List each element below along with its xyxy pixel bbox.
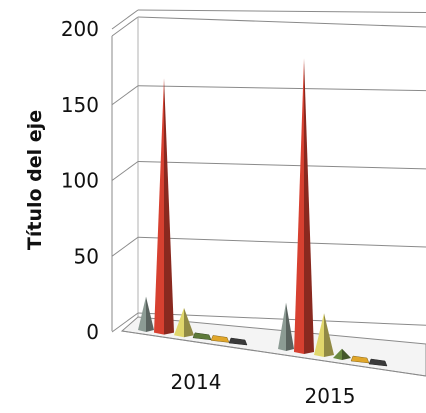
cone-2015-s5 (368, 358, 388, 367)
cone-2015-s0-left (278, 302, 286, 351)
y-tick-label: 0 (86, 320, 99, 344)
y-tick-labels: 0 50 100 150 200 (61, 17, 99, 344)
cone-2015-s4 (350, 355, 370, 364)
cone-2014-s5 (228, 337, 248, 346)
cone-2014-s3 (192, 332, 212, 341)
cone-2014-s1-right (164, 78, 174, 335)
x-tick-labels: 2014 2015 (171, 370, 356, 408)
gridline (137, 161, 426, 170)
x-tick-label: 2014 (171, 370, 222, 394)
cone-2014-s0-right (146, 296, 154, 332)
gridline-side (111, 236, 139, 257)
cone-2014-s0-left (138, 296, 146, 332)
y-tick-label: 150 (61, 93, 99, 117)
cone-2014-s2-right (184, 307, 194, 338)
floor-front-edge (121, 330, 426, 377)
cone-2015-s3-right (342, 348, 351, 360)
gridline-side (111, 9, 139, 30)
x-tick-label: 2015 (305, 384, 356, 408)
cone-2015-s1-left (294, 58, 304, 354)
cone-2015-s2-right (324, 313, 334, 357)
chart-floor (120, 316, 426, 377)
gridline (137, 9, 426, 13)
cone-2015-s1-right (304, 58, 314, 354)
cone-marks (138, 58, 388, 367)
gridline (137, 236, 426, 248)
cone-2014-s1-left (154, 78, 164, 335)
gridline-side (111, 161, 139, 181)
gridline-side (111, 85, 139, 106)
y-axis-title: Título del eje (24, 110, 46, 250)
y-tick-label: 100 (61, 169, 99, 193)
top-back-edge (137, 16, 426, 28)
cone-2015-s2-left (314, 313, 324, 357)
cone-2014-s2-left (174, 307, 184, 338)
chart-frame (111, 16, 426, 331)
gridline-side (111, 312, 139, 333)
cone-2014-s4 (210, 335, 230, 343)
y-tick-label: 50 (74, 244, 99, 268)
cone-2015-s0-right (286, 302, 294, 351)
gridline (137, 85, 426, 92)
y-tick-label: 200 (61, 17, 99, 41)
top-left-corner (111, 16, 139, 37)
cone-2015-s3-left (333, 348, 342, 360)
